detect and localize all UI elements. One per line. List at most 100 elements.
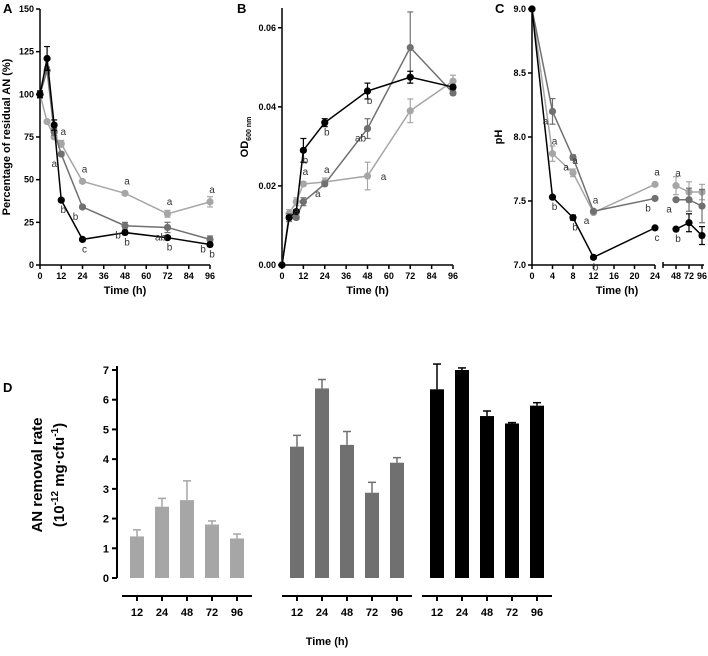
y-tick-label: 50	[24, 175, 34, 185]
significance-letter: a	[60, 127, 66, 138]
significance-letter: a	[675, 169, 681, 180]
y-tick-label: 5	[103, 424, 109, 436]
significance-letter: a	[584, 216, 590, 227]
x-tick-label: 12	[291, 607, 303, 619]
x-tick-label: 20	[629, 271, 639, 281]
data-point	[548, 150, 557, 158]
x-tick-label: 48	[671, 271, 681, 281]
x-axis-label: Time (h)	[306, 636, 349, 648]
significance-letter: b	[552, 202, 558, 213]
significance-letter: b	[675, 234, 681, 245]
data-point	[321, 180, 329, 188]
data-point	[528, 5, 536, 13]
x-axis-label: Time (h)	[104, 285, 147, 297]
y-axis-label-units: (10-12 mg·cfu-1)	[50, 423, 68, 527]
x-tick-label: 0	[529, 271, 534, 281]
bar	[315, 388, 329, 578]
x-tick-label: 36	[99, 271, 109, 281]
x-tick-label: 12	[131, 607, 143, 619]
y-axis-label-part: )	[51, 423, 68, 428]
x-tick-label: 8	[570, 271, 575, 281]
y-tick-label: 8.0	[513, 132, 526, 142]
data-point	[589, 253, 598, 261]
data-point	[569, 153, 577, 162]
data-point	[36, 90, 44, 98]
data-point	[78, 235, 87, 243]
significance-letter: b	[200, 244, 206, 255]
x-tick-label: 96	[448, 271, 458, 281]
significance-letter: ab	[155, 232, 167, 243]
data-point	[406, 43, 414, 52]
x-tick-label: 96	[391, 607, 403, 619]
data-point	[698, 202, 706, 210]
y-axis-label-part: mg·cfu	[51, 437, 68, 491]
y-tick-label: 0.04	[258, 102, 276, 112]
data-point	[698, 231, 706, 240]
data-point	[163, 223, 172, 232]
bar	[230, 538, 244, 578]
bar	[505, 423, 519, 578]
significance-letter: b	[572, 223, 578, 234]
x-tick-label: 4	[550, 271, 555, 281]
data-point	[121, 222, 129, 230]
significance-letter: b	[303, 155, 309, 166]
x-tick-label: 48	[341, 607, 353, 619]
significance-letter: a	[593, 196, 599, 207]
x-tick-label: 72	[405, 271, 415, 281]
data-point	[285, 213, 293, 222]
x-tick-label: 48	[181, 607, 193, 619]
data-point	[449, 83, 457, 91]
x-tick-label: 24	[650, 271, 660, 281]
x-tick-label: 24	[320, 271, 330, 281]
x-axis-label: Time (h)	[596, 285, 639, 297]
y-tick-label: 7.5	[513, 196, 526, 206]
x-tick-label: 12	[588, 271, 598, 281]
significance-letter: a	[167, 197, 173, 208]
data-point	[548, 107, 557, 115]
x-tick-label: 72	[162, 271, 172, 281]
significance-letter: a	[324, 165, 330, 176]
x-tick-label: 0	[279, 271, 284, 281]
bar	[290, 446, 304, 578]
y-tick-label: 0.02	[258, 181, 276, 191]
y-tick-label: 0.00	[258, 260, 276, 270]
data-point	[685, 219, 693, 227]
y-tick-label: 0	[29, 260, 34, 270]
y-tick-label: 4	[103, 454, 110, 466]
x-tick-label: 96	[231, 607, 243, 619]
x-tick-label: 48	[362, 271, 372, 281]
panel-label: D	[3, 380, 12, 395]
x-tick-label: 24	[156, 607, 169, 619]
significance-letter: a	[303, 167, 309, 178]
y-tick-label: 125	[19, 47, 34, 57]
x-tick-label: 96	[697, 271, 707, 281]
data-point	[321, 119, 329, 127]
significance-letter: a	[124, 176, 130, 187]
y-axis-label-subscript: 600 nm	[246, 117, 253, 141]
x-tick-label: 16	[609, 271, 619, 281]
x-tick-label: 72	[206, 607, 218, 619]
y-tick-label: 6	[103, 395, 109, 407]
y-axis-label: Percentage of residual AN (%)	[1, 58, 13, 215]
y-tick-label: 150	[19, 4, 34, 14]
panel-label: A	[3, 1, 13, 16]
bar	[130, 536, 144, 578]
x-tick-label: 72	[684, 271, 694, 281]
bar	[365, 492, 379, 578]
data-point	[685, 196, 693, 204]
panel-label: C	[495, 1, 505, 16]
data-point	[50, 121, 58, 129]
data-point	[449, 89, 457, 97]
y-axis-label: OD600 nm	[239, 117, 253, 158]
significance-letter: b	[124, 238, 130, 249]
bar	[390, 462, 404, 578]
significance-letter: ab	[355, 134, 367, 145]
x-tick-label: 12	[298, 271, 308, 281]
y-axis-label: pH	[493, 130, 505, 145]
significance-letter: a	[543, 116, 549, 127]
data-point	[363, 124, 372, 133]
data-point	[569, 169, 577, 177]
data-point	[299, 180, 307, 188]
x-tick-label: 96	[531, 607, 543, 619]
